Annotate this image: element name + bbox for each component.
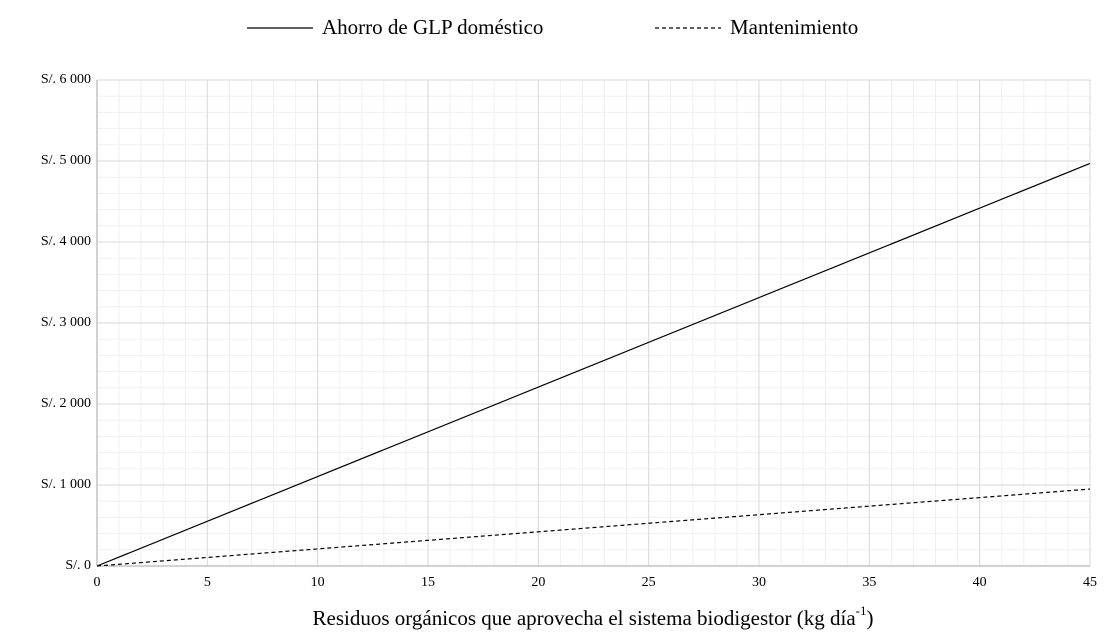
grid — [96, 79, 1091, 567]
x-tick-label: 0 — [94, 575, 101, 590]
data-line — [96, 162, 1091, 567]
x-tick-label: 25 — [642, 575, 656, 590]
x-axis-label-sup: -1 — [856, 603, 867, 618]
y-tick-label: S/. 3 000 — [41, 315, 91, 330]
legend-label: Mantenimiento — [730, 15, 858, 39]
y-tick-label: S/. 2 000 — [41, 396, 91, 411]
x-tick-label: 35 — [862, 575, 876, 590]
data-line — [96, 488, 1091, 567]
x-tick-label: 45 — [1083, 575, 1097, 590]
legend-label: Ahorro de GLP doméstico — [322, 15, 543, 39]
y-tick-label: S/. 5 000 — [41, 153, 91, 168]
x-axis-label: Residuos orgánicos que aprovecha el sist… — [313, 603, 874, 629]
x-tick-label: 15 — [421, 575, 435, 590]
x-axis-label-text: Residuos orgánicos que aprovecha el sist… — [313, 606, 857, 630]
x-tick-label: 10 — [311, 575, 325, 590]
x-axis-label-end: ) — [867, 606, 874, 630]
y-tick-label: S/. 0 — [65, 558, 91, 573]
y-tick-label: S/. 6 000 — [41, 72, 91, 87]
x-tick-label: 40 — [973, 575, 987, 590]
y-tick-label: S/. 1 000 — [41, 477, 91, 492]
y-tick-label: S/. 4 000 — [41, 234, 91, 249]
plot — [96, 162, 1091, 567]
x-tick-label: 30 — [752, 575, 766, 590]
x-tick-label: 20 — [531, 575, 545, 590]
x-tick-label: 5 — [204, 575, 211, 590]
